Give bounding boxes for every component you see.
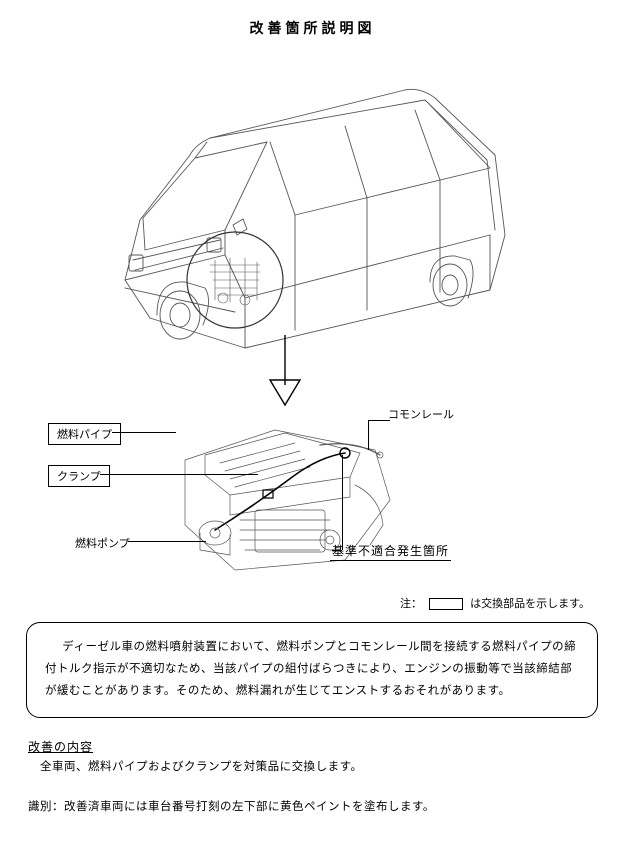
improvement-heading: 改善の内容 <box>28 738 93 755</box>
label-fuel-pump: 燃料ポンプ <box>75 535 130 551</box>
leader-line <box>112 432 176 433</box>
note-suffix: は交換部品を示します。 <box>470 598 590 610</box>
label-common-rail-text: コモンレール <box>388 406 454 422</box>
label-fuel-pipe: 燃料パイプ <box>48 423 121 445</box>
callout-arrow <box>250 335 320 415</box>
label-fuel-pipe-text: 燃料パイプ <box>48 423 121 445</box>
leader-line <box>368 420 390 421</box>
leader-line <box>332 550 342 551</box>
label-fuel-pump-text: 燃料ポンプ <box>75 535 130 551</box>
vehicle-diagram <box>95 60 525 360</box>
legend-rect-icon <box>429 598 463 610</box>
leader-line <box>100 474 258 475</box>
legend-note: 注： は交換部品を示します。 <box>400 595 590 611</box>
description-text: ディーゼル車の燃料噴射装置において、燃料ポンプとコモンレール間を接続する燃料パイ… <box>45 637 579 703</box>
label-common-rail: コモンレール <box>388 406 454 422</box>
leader-line <box>128 541 206 542</box>
label-clamp: クランプ <box>48 465 110 487</box>
leader-line <box>342 455 343 550</box>
label-clamp-text: クランプ <box>48 465 110 487</box>
leader-line <box>368 420 369 450</box>
label-defect-location: 基準不適合発生箇所 <box>330 542 451 561</box>
improvement-body: 全車両、燃料パイプおよびクランプを対策品に交換します。 <box>40 758 363 774</box>
note-prefix: 注： <box>400 598 422 610</box>
identification-line: 識別：改善済車両には車台番号打刻の左下部に黄色ペイントを塗布します。 <box>28 798 435 814</box>
page-title: 改善箇所説明図 <box>0 0 625 38</box>
description-box: ディーゼル車の燃料噴射装置において、燃料ポンプとコモンレール間を接続する燃料パイ… <box>26 622 598 718</box>
